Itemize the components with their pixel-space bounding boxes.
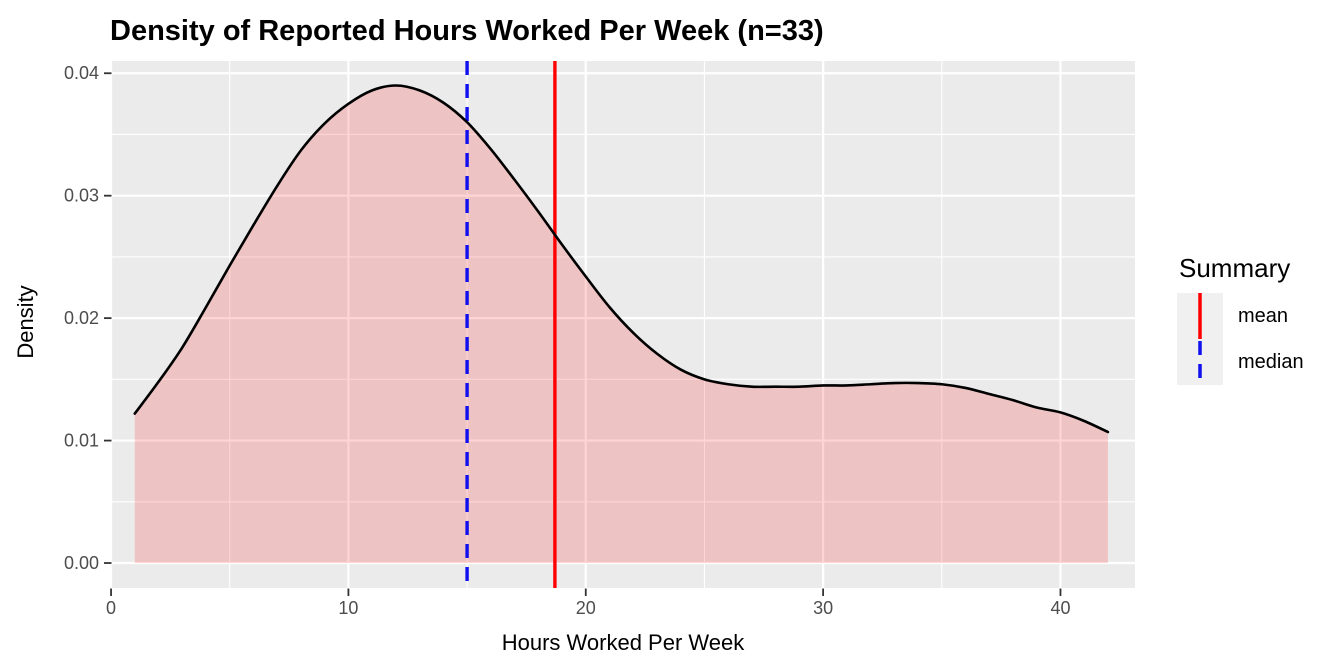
x-tick-label: 0 [106, 598, 116, 618]
x-tick-label: 10 [338, 598, 358, 618]
legend: Summary mean median [1177, 253, 1304, 385]
y-tick-label: 0.01 [64, 431, 99, 451]
legend-label-median: median [1238, 350, 1304, 373]
density-curve [133, 84, 1110, 434]
x-axis-ticks [110, 588, 1062, 596]
x-axis-tick-labels: 0 10 20 30 40 [106, 598, 1070, 618]
legend-item-mean: mean [1177, 293, 1304, 339]
y-tick-label: 0.02 [64, 308, 99, 328]
legend-title: Summary [1179, 253, 1291, 283]
legend-key-mean [1177, 293, 1223, 339]
x-axis-title: Hours Worked Per Week [502, 630, 745, 655]
gridlines-major [112, 61, 1135, 588]
x-tick-label: 30 [813, 598, 833, 618]
legend-key-median [1177, 339, 1223, 385]
plot-title: Density of Reported Hours Worked Per Wee… [110, 15, 824, 47]
y-axis-ticks [104, 72, 112, 564]
legend-label-mean: mean [1238, 304, 1289, 327]
y-tick-label: 0.00 [64, 553, 99, 573]
y-axis-tick-labels: 0.00 0.01 0.02 0.03 0.04 [64, 63, 99, 573]
y-tick-label: 0.04 [64, 63, 99, 83]
gridlines-minor [112, 61, 1135, 588]
y-axis-title: Density [13, 285, 38, 358]
y-tick-label: 0.03 [64, 186, 99, 206]
x-tick-label: 20 [576, 598, 596, 618]
legend-items: mean median [1177, 293, 1304, 385]
legend-item-median: median [1177, 339, 1304, 385]
x-tick-label: 40 [1050, 598, 1070, 618]
density-area [134, 85, 1108, 564]
